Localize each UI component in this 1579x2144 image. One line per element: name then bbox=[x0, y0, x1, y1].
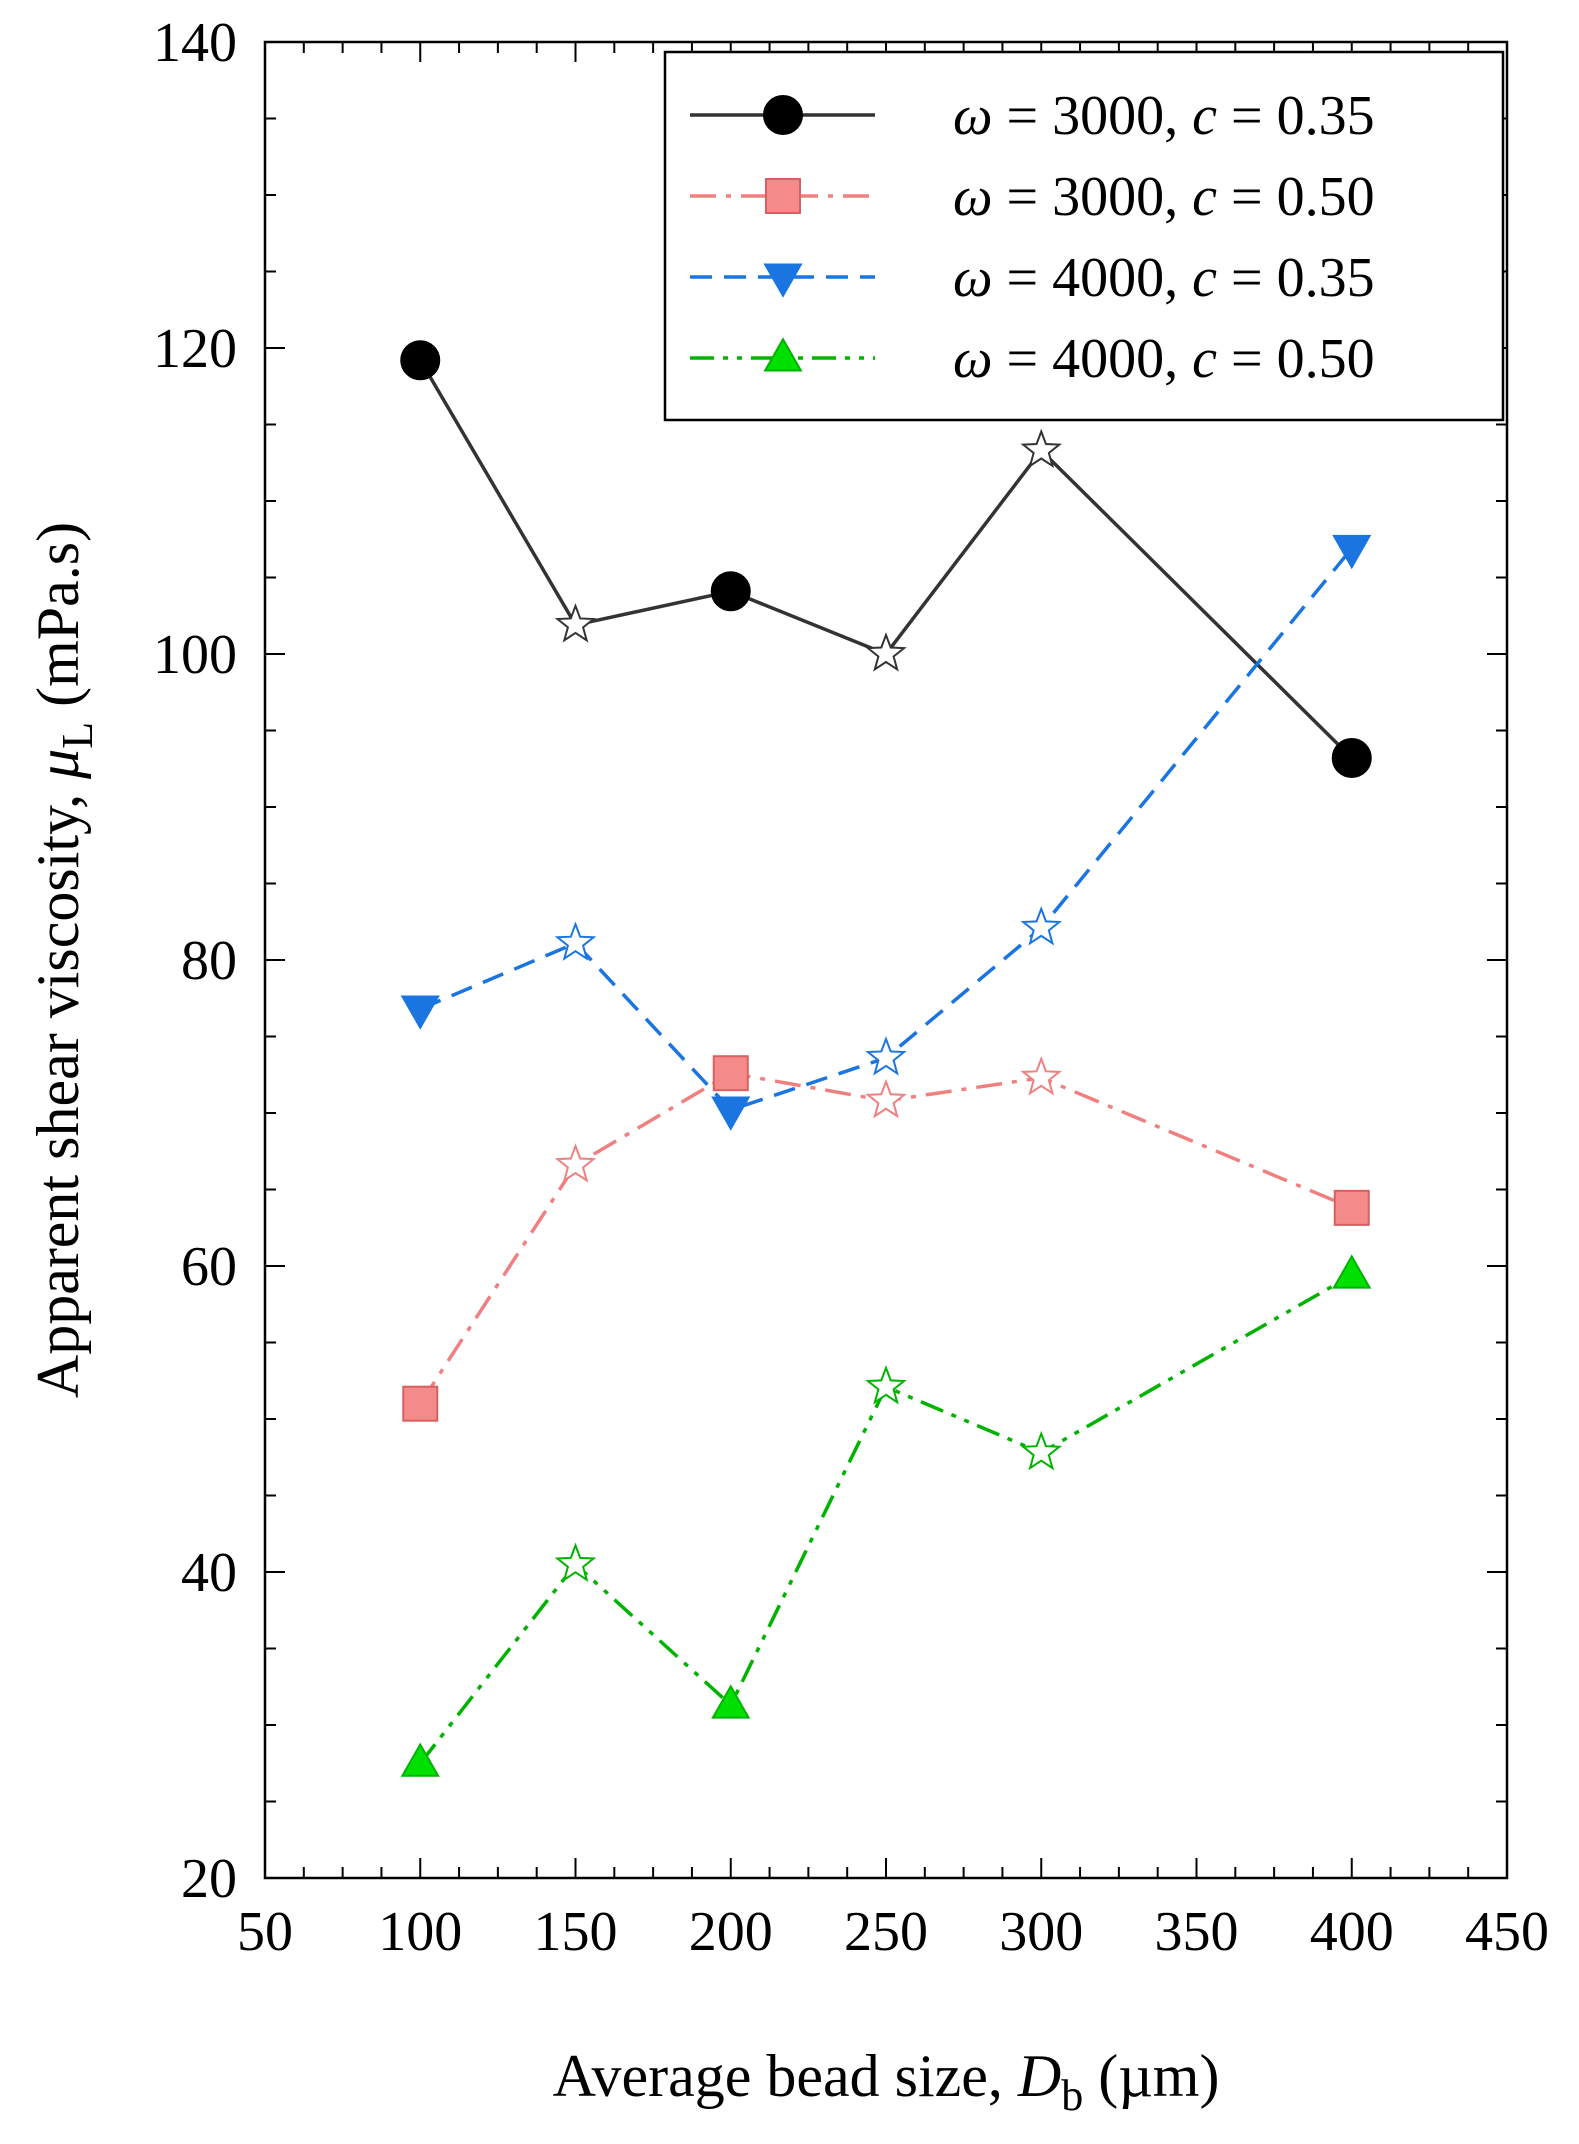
data-point bbox=[400, 995, 440, 1030]
legend-marker bbox=[763, 337, 803, 372]
series-line bbox=[419, 547, 1354, 1112]
y-tick-label: 140 bbox=[153, 12, 237, 74]
legend-marker bbox=[763, 95, 803, 135]
y-axis-label-suffix: (mPa.s) bbox=[25, 522, 91, 722]
legend-label-omega: ω bbox=[953, 85, 993, 147]
y-axis-label-subscript: L bbox=[53, 722, 102, 749]
x-axis-label-prefix: Average bead size, bbox=[553, 2043, 1018, 2109]
x-tick-label: 300 bbox=[999, 1901, 1083, 1963]
data-point bbox=[712, 1055, 749, 1092]
ticks-layer bbox=[264, 41, 1508, 1879]
data-point-star bbox=[554, 1143, 597, 1183]
legend-label-c: c bbox=[1192, 247, 1217, 309]
series-3 bbox=[400, 534, 1372, 1131]
data-point-star bbox=[554, 1542, 597, 1583]
series-layer bbox=[400, 340, 1372, 1777]
legend-label-c-value: = 0.35 bbox=[1217, 85, 1375, 147]
legend-label: ω = 4000, c = 0.50 bbox=[953, 328, 1375, 390]
data-point bbox=[400, 340, 441, 381]
x-tick-label: 350 bbox=[1155, 1901, 1239, 1963]
legend-label-c-value: = 0.50 bbox=[1217, 166, 1375, 228]
x-axis-label-symbol: D bbox=[1017, 2043, 1061, 2109]
y-axis-label-prefix: Apparent shear viscosity, bbox=[25, 779, 91, 1398]
x-axis-label: Average bead size, Db (µm) bbox=[553, 2043, 1220, 2120]
y-axis-label-symbol: μ bbox=[25, 749, 91, 780]
series-line bbox=[418, 359, 1354, 760]
legend-label-omega-value: = 4000, bbox=[993, 247, 1193, 309]
legend-label-c-value: = 0.35 bbox=[1217, 247, 1375, 309]
legend: ω = 3000, c = 0.35ω = 3000, c = 0.50ω = … bbox=[663, 50, 1505, 422]
series-1 bbox=[400, 340, 1372, 779]
y-tick-label: 40 bbox=[181, 1542, 237, 1604]
legend-label-omega-value: = 4000, bbox=[993, 328, 1193, 390]
x-tick-label: 450 bbox=[1465, 1901, 1549, 1963]
y-tick-label: 100 bbox=[153, 624, 237, 686]
data-point bbox=[711, 1684, 751, 1719]
data-point-star bbox=[865, 1036, 907, 1076]
data-point-star bbox=[1020, 428, 1063, 469]
data-point bbox=[1332, 1254, 1372, 1289]
series-4 bbox=[400, 1254, 1372, 1777]
x-tick-label: 150 bbox=[534, 1901, 618, 1963]
data-point bbox=[711, 1096, 751, 1131]
x-tick-label: 400 bbox=[1310, 1901, 1394, 1963]
data-point-star bbox=[865, 1365, 907, 1405]
series-line bbox=[418, 1273, 1353, 1765]
legend-entries: ω = 3000, c = 0.35ω = 3000, c = 0.50ω = … bbox=[690, 85, 1375, 390]
data-point-star bbox=[554, 921, 597, 961]
y-tick-label: 60 bbox=[181, 1236, 237, 1298]
legend-entry-2: ω = 3000, c = 0.50 bbox=[690, 166, 1375, 228]
data-point bbox=[1332, 534, 1372, 570]
data-point-star bbox=[1020, 1055, 1063, 1096]
tick-labels: 50 100 150 200 250 300 350 400 450 20 40 60 80 100 120… bbox=[153, 12, 1549, 1963]
legend-marker bbox=[765, 178, 801, 214]
data-point bbox=[400, 1742, 440, 1777]
legend-label-omega-value: = 3000, bbox=[993, 166, 1193, 228]
data-point bbox=[1333, 1189, 1370, 1226]
legend-label: ω = 3000, c = 0.35 bbox=[953, 85, 1375, 147]
y-axis-label: Apparent shear viscosity, μL (mPa.s) bbox=[25, 522, 102, 1398]
legend-label-c: c bbox=[1192, 328, 1217, 390]
x-tick-label: 100 bbox=[378, 1901, 462, 1963]
legend-label-omega: ω bbox=[953, 247, 993, 309]
data-point-star bbox=[554, 603, 597, 643]
legend-label-omega-value: = 3000, bbox=[993, 85, 1193, 147]
y-tick-label: 20 bbox=[181, 1848, 237, 1910]
series-2 bbox=[402, 1055, 1370, 1422]
data-point bbox=[1331, 738, 1372, 779]
legend-label-c-value: = 0.50 bbox=[1217, 328, 1375, 390]
y-tick-label: 80 bbox=[181, 930, 237, 992]
x-tick-label: 200 bbox=[689, 1901, 773, 1963]
x-tick-label: 50 bbox=[237, 1901, 293, 1963]
series-line bbox=[418, 1071, 1353, 1405]
legend-marker bbox=[763, 263, 803, 298]
data-point-star bbox=[1020, 906, 1063, 946]
legend-label-omega: ω bbox=[953, 166, 993, 228]
legend-entry-3: ω = 4000, c = 0.35 bbox=[690, 247, 1375, 309]
data-point bbox=[402, 1385, 439, 1422]
x-axis-label-subscript: b bbox=[1061, 2071, 1083, 2120]
legend-label: ω = 3000, c = 0.50 bbox=[953, 166, 1375, 228]
data-point-star bbox=[865, 632, 907, 672]
legend-label: ω = 4000, c = 0.35 bbox=[953, 247, 1375, 309]
legend-entry-4: ω = 4000, c = 0.50 bbox=[690, 328, 1375, 390]
x-axis-label-suffix: (µm) bbox=[1083, 2043, 1219, 2109]
data-point bbox=[710, 571, 751, 612]
data-point-star bbox=[1020, 1430, 1063, 1471]
legend-label-omega: ω bbox=[953, 328, 993, 390]
x-tick-label: 250 bbox=[844, 1901, 928, 1963]
data-point-star bbox=[865, 1078, 907, 1119]
legend-label-c: c bbox=[1192, 85, 1217, 147]
legend-label-c: c bbox=[1192, 166, 1217, 228]
legend-entry-1: ω = 3000, c = 0.35 bbox=[690, 85, 1375, 147]
y-tick-label: 120 bbox=[153, 318, 237, 380]
